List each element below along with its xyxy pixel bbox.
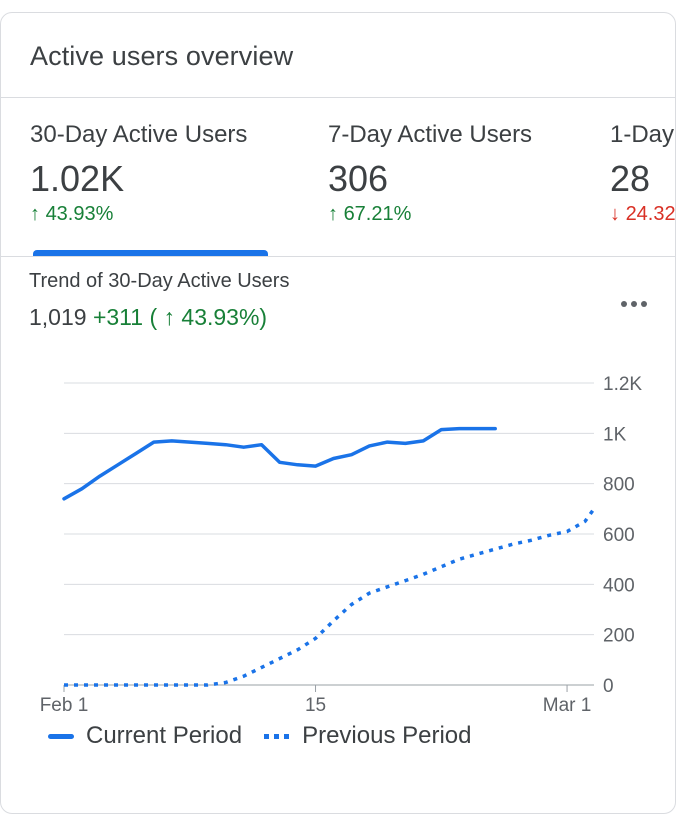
metric-change: ↓ 24.32%: [610, 203, 675, 225]
trend-line-chart: 0 200 400 600 800 1K 1.2K Feb 1 15 Mar 1: [40, 374, 643, 716]
y-tick-label: 600: [603, 525, 635, 546]
x-tick-label: Mar 1: [543, 695, 592, 716]
active-users-card: Active users overview 30-Day Active User…: [0, 12, 676, 814]
metric-label: 7-Day Active Users: [328, 121, 533, 148]
previous-period-line: [64, 507, 596, 687]
x-tick-label: Feb 1: [40, 695, 89, 716]
metric-label: 1-Day Active Users: [610, 121, 675, 148]
metric-value: 1.02K: [30, 158, 125, 199]
trend-pct: ( ↑ 43.93%): [149, 304, 268, 330]
metric-value: 306: [328, 158, 389, 199]
x-tick-label: 15: [305, 695, 326, 716]
legend-current-period[interactable]: Current Period: [48, 722, 242, 750]
legend-previous-period[interactable]: Previous Period: [264, 722, 472, 750]
trend-total: 1,019: [29, 304, 87, 330]
solid-line-swatch: [48, 733, 74, 739]
metrics-divider: [1, 256, 675, 257]
legend-label: Previous Period: [302, 722, 472, 749]
metric-value: 28: [610, 158, 651, 199]
y-tick-label: 400: [603, 575, 635, 596]
y-tick-label: 1.2K: [603, 374, 642, 395]
metric-change: ↑ 43.93%: [30, 203, 114, 225]
trend-delta: +311: [92, 304, 144, 330]
metric-label: 30-Day Active Users: [30, 121, 248, 148]
legend-label: Current Period: [86, 722, 243, 749]
arrow-up-icon: ↑: [163, 304, 176, 330]
y-tick-label: 200: [603, 626, 635, 647]
header-divider: [1, 97, 675, 98]
trend-title: Trend of 30-Day Active Users: [29, 270, 290, 292]
y-tick-label: 800: [603, 475, 635, 496]
metric-tabs: 30-Day Active Users 1.02K ↑ 43.93% 7-Day…: [1, 98, 675, 256]
more-horizontal-icon[interactable]: [614, 292, 654, 316]
current-period-line: [62, 426, 497, 501]
trend-summary: 1,019 +311 ( ↑ 43.93%): [29, 304, 267, 331]
chart-legend: Current Period Previous Period: [48, 722, 494, 750]
metric-change: ↑ 67.21%: [328, 203, 412, 225]
card-title: Active users overview: [30, 41, 294, 71]
dotted-line-swatch: [264, 733, 291, 739]
selected-tab-indicator: [33, 250, 268, 256]
y-tick-label: 0: [603, 676, 614, 697]
arrow-up-icon: ↑: [30, 203, 40, 225]
arrow-down-icon: ↓: [610, 203, 620, 225]
arrow-up-icon: ↑: [328, 203, 338, 225]
y-tick-label: 1K: [603, 424, 627, 445]
